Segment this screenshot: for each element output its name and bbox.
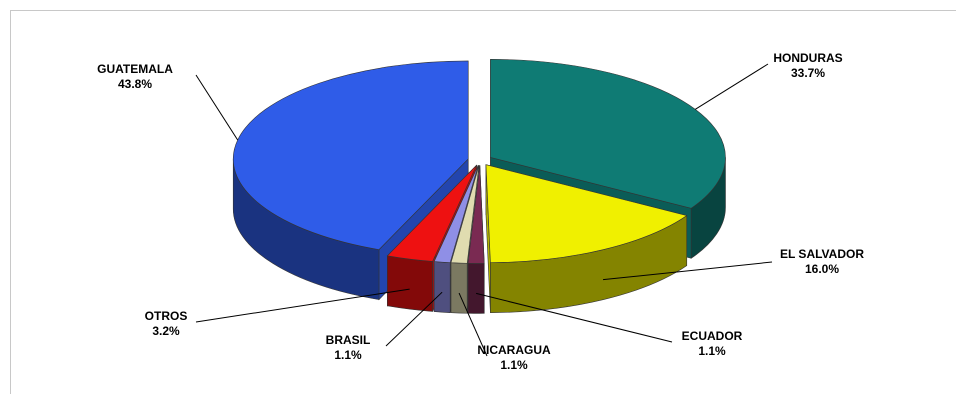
data-label-name-brasil: BRASIL	[326, 333, 371, 347]
data-label-name-otros: OTROS	[145, 309, 188, 323]
slice-outer-wall	[387, 255, 433, 312]
slice-outer-wall	[433, 261, 451, 313]
slice-el-salvador	[485, 164, 688, 263]
data-label-name-nicaragua: NICARAGUA	[477, 343, 551, 357]
data-label-value-brasil: 1.1%	[334, 348, 362, 362]
slice-brasil	[433, 165, 479, 263]
data-label-value-nicaragua: 1.1%	[500, 358, 528, 372]
data-label-value-otros: 3.2%	[152, 324, 180, 338]
data-label-value-el-salvador: 16.0%	[805, 262, 839, 276]
slice-guatemala	[232, 60, 469, 250]
data-label-name-el-salvador: EL SALVADOR	[780, 247, 864, 261]
leader-line-el-salvador	[602, 261, 773, 281]
data-label-value-guatemala: 43.8%	[118, 77, 152, 91]
leader-lines	[195, 63, 773, 357]
data-label-name-ecuador: ECUADOR	[682, 329, 743, 343]
leader-line-brasil	[385, 291, 443, 347]
slice-ecuador	[467, 165, 485, 264]
slice-otros	[386, 164, 477, 262]
slice-honduras	[490, 59, 726, 209]
leader-line-honduras	[695, 63, 769, 110]
slice-nicaragua	[450, 165, 480, 264]
leader-line-otros	[195, 288, 410, 323]
data-label-name-guatemala: GUATEMALA	[97, 62, 173, 76]
data-label-value-ecuador: 1.1%	[698, 344, 726, 358]
slice-outer-wall	[467, 262, 485, 314]
leader-line-ecuador	[475, 292, 673, 343]
slices-layer	[232, 59, 726, 314]
leader-line-guatemala	[195, 74, 239, 141]
leader-line-nicaragua	[458, 292, 488, 357]
data-label-value-honduras: 33.7%	[791, 66, 825, 80]
data-label-name-honduras: HONDURAS	[773, 51, 842, 65]
